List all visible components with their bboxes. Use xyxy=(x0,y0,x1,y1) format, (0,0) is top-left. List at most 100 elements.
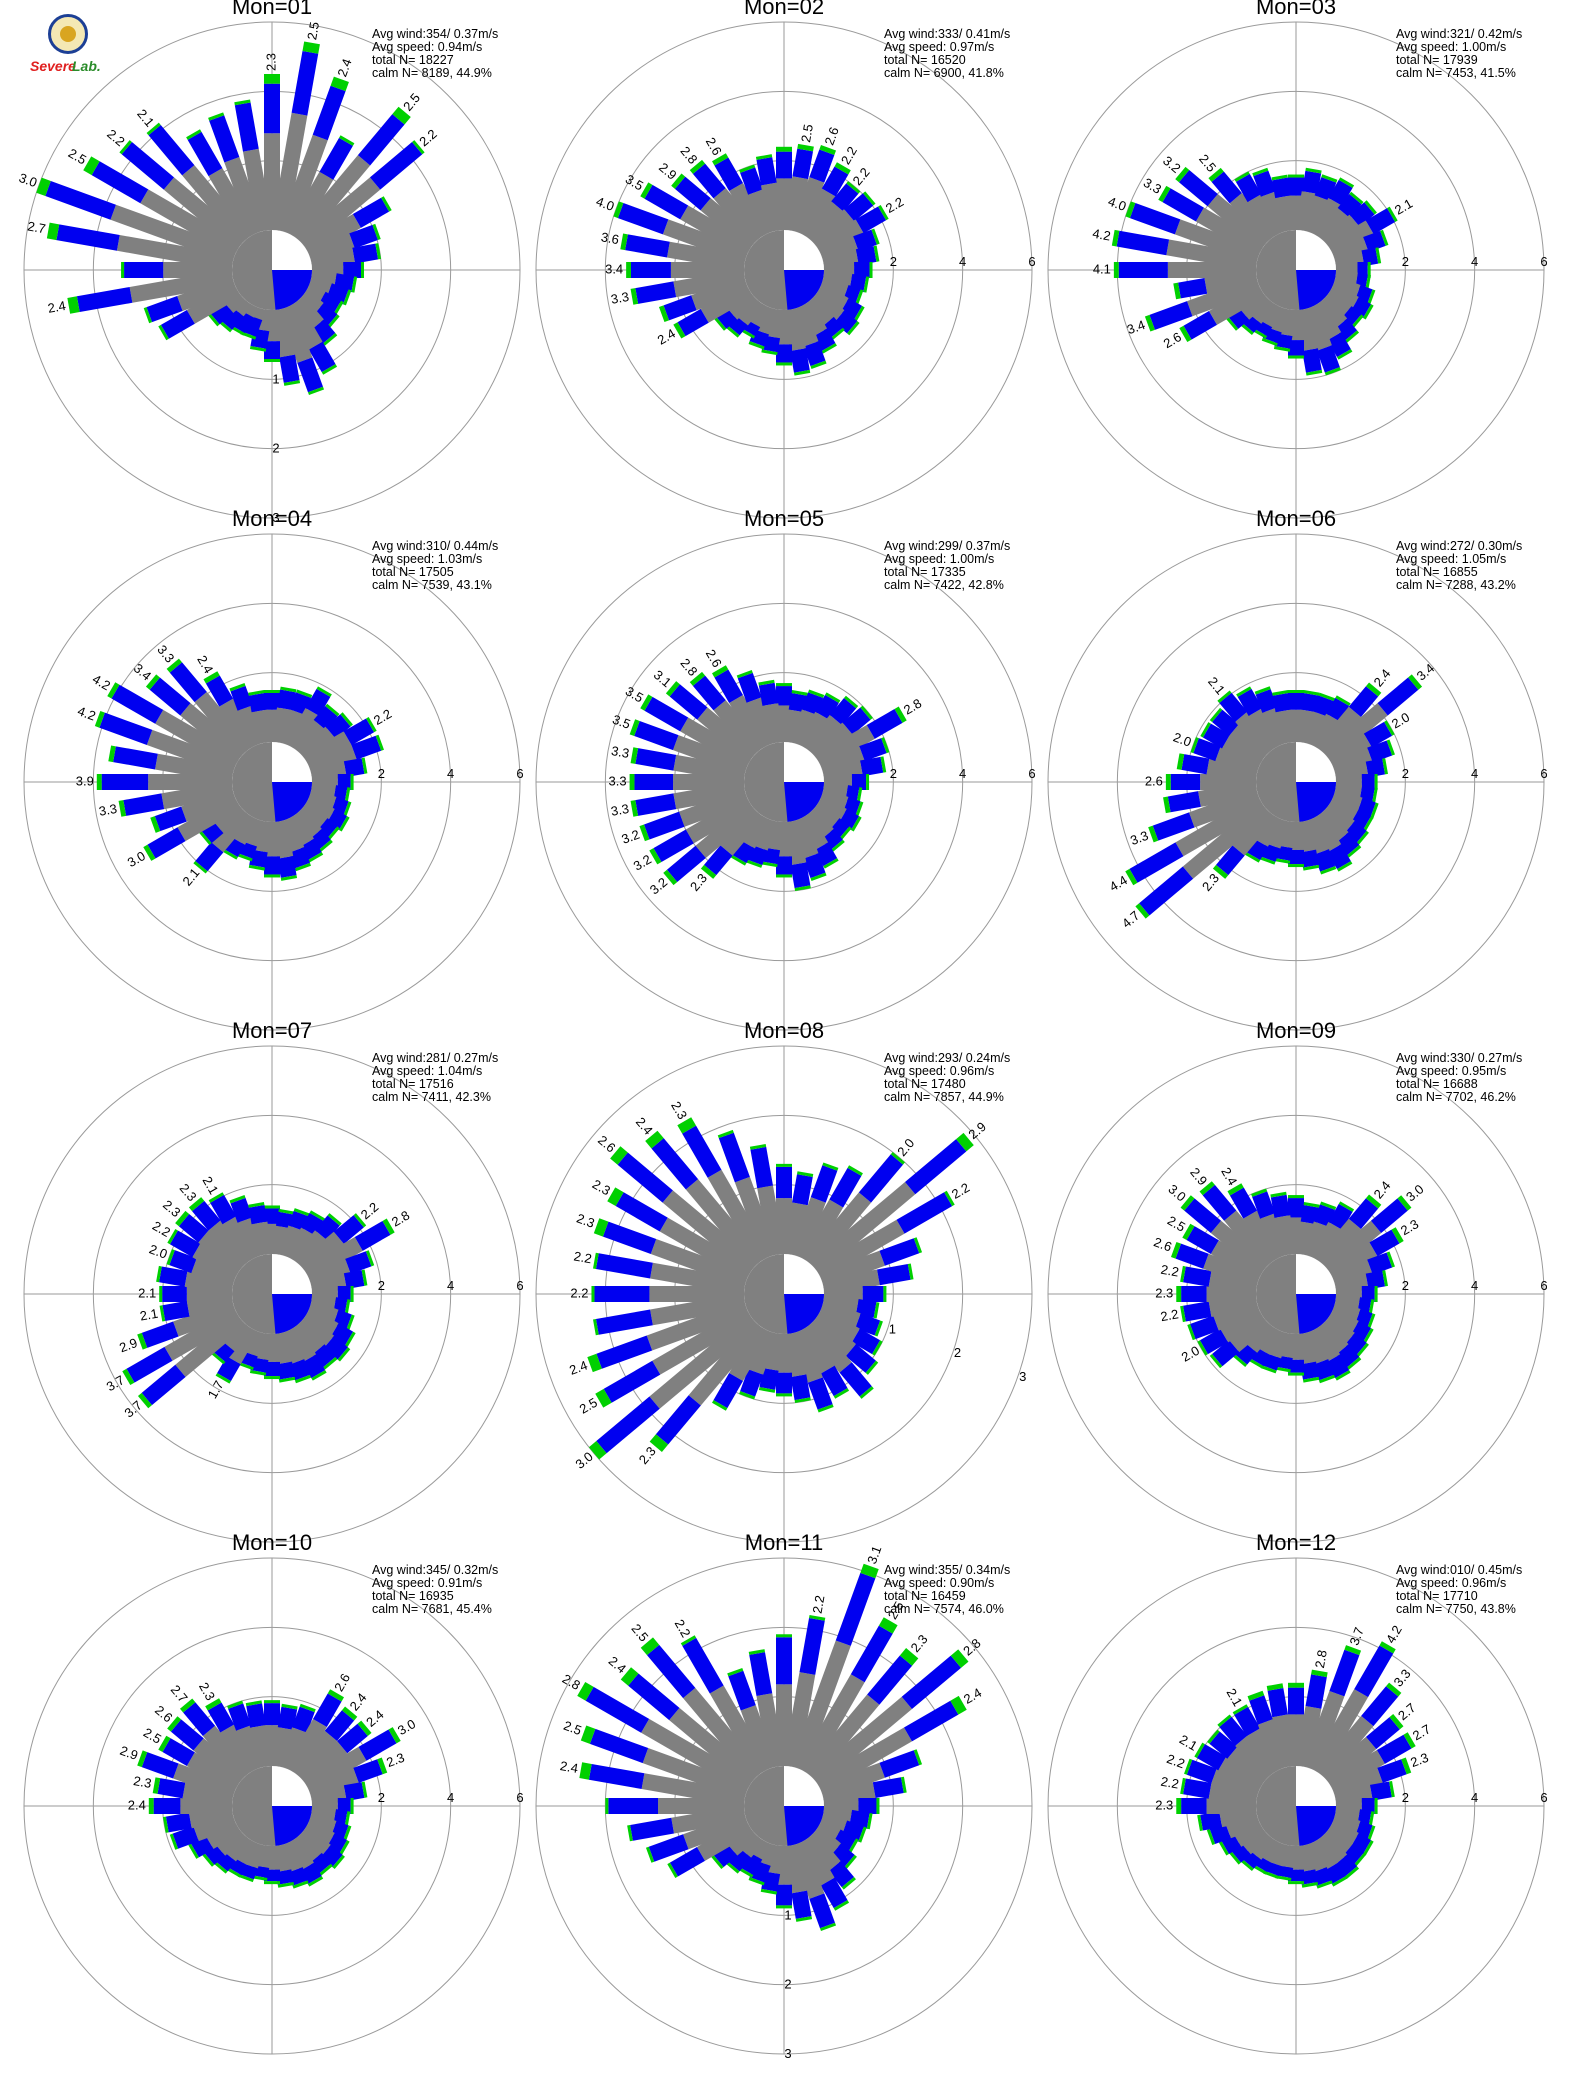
bar-segment-low xyxy=(1208,1270,1258,1295)
bar-segment-high xyxy=(1187,1324,1196,1341)
wind-bar xyxy=(1180,1195,1271,1275)
calm-disk-gap xyxy=(272,742,312,782)
bar-segment-high xyxy=(96,774,102,790)
bar-segment-low xyxy=(790,1640,851,1772)
bar-segment-high xyxy=(593,1252,599,1269)
bar-segment-low xyxy=(278,1225,304,1260)
bar-segment-mid xyxy=(113,746,158,770)
bar-segment-high xyxy=(211,1351,226,1365)
bar-segment-high xyxy=(1182,1223,1195,1241)
bar-segment-low xyxy=(285,1718,327,1776)
bar-segment-mid xyxy=(1302,348,1322,373)
bar-value-label: 2.7 xyxy=(1395,1700,1418,1723)
calm-disk-wedge xyxy=(272,1806,312,1846)
bar-segment-high xyxy=(193,860,208,874)
rose-stat-line: Avg wind:355/ 0.34m/s xyxy=(884,1563,1010,1577)
bar-segment-mid xyxy=(169,1250,197,1274)
bar-segment-high xyxy=(1363,1840,1374,1856)
bar-value-label: 2.8 xyxy=(677,655,700,678)
bar-segment-low xyxy=(226,1324,259,1365)
bar-segment-low xyxy=(1326,1307,1359,1335)
bar-segment-mid xyxy=(1349,202,1375,227)
bar-segment-low xyxy=(803,1319,852,1373)
bar-segment-high xyxy=(1217,1714,1232,1728)
bar-value-label: 2.2 xyxy=(371,706,394,728)
bar-value-label: 2.4 xyxy=(1371,666,1394,689)
bar-segment-mid xyxy=(776,856,792,875)
bar-segment-high xyxy=(1251,328,1268,339)
wind-bar xyxy=(783,1615,826,1768)
bar-segment-high xyxy=(345,1331,356,1347)
bar-segment-mid xyxy=(792,1174,813,1206)
bar-segment-mid xyxy=(1237,688,1263,716)
bar-segment-low xyxy=(278,709,305,748)
bar-segment-mid xyxy=(839,1362,872,1397)
bar-value-label: 3.7 xyxy=(104,1372,127,1394)
wind-bar xyxy=(167,1228,242,1281)
bar-segment-high xyxy=(344,1299,351,1316)
bar-segment-high xyxy=(152,1777,161,1794)
ring-label: 6 xyxy=(1028,254,1035,269)
bar-value-label: 2.2 xyxy=(104,126,127,149)
rose-stat-line: calm N= 7857, 44.9% xyxy=(884,1090,1004,1104)
bar-segment-high xyxy=(167,1228,178,1245)
bar-segment-mid xyxy=(141,1752,179,1779)
rose-stat-line: Avg speed: 1.00m/s xyxy=(884,552,994,566)
bar-segment-mid xyxy=(1270,1194,1291,1218)
bar-segment-low xyxy=(680,717,754,769)
ring-label: 6 xyxy=(1540,766,1547,781)
bar-segment-high xyxy=(739,328,756,339)
bar-segment-mid xyxy=(1183,1266,1212,1287)
bar-segment-low xyxy=(1258,1836,1283,1864)
wind-rose-1: Mon=01 2.3 2.5 2.4 2.5 2.2 2.4 2.7 3.0 2.5 2.2 2.1 1… xyxy=(17,0,521,525)
bar-segment-high xyxy=(1397,1195,1412,1211)
bar-segment-high xyxy=(283,380,301,386)
wind-bar xyxy=(748,1649,785,1768)
bar-segment-high xyxy=(760,1888,778,1895)
wind-bar xyxy=(645,1130,765,1269)
wind-bar xyxy=(814,795,862,832)
bar-segment-mid xyxy=(1183,311,1217,340)
bar-segment-mid xyxy=(1272,177,1291,199)
rose-stat-line: Avg speed: 0.97m/s xyxy=(884,40,994,54)
bar-segment-low xyxy=(1207,193,1271,251)
bar-segment-low xyxy=(783,1672,816,1768)
bar-segment-high xyxy=(791,690,808,696)
bar-segment-mid xyxy=(228,1703,252,1731)
bar-segment-low xyxy=(251,709,273,744)
bar-segment-mid xyxy=(159,1266,188,1287)
wind-bar xyxy=(1194,1742,1266,1793)
bar-segment-mid xyxy=(1267,1688,1288,1718)
bar-segment-mid xyxy=(1219,692,1248,722)
bar-value-label: 3.5 xyxy=(623,683,646,705)
bar-value-label: 3.0 xyxy=(1403,1181,1426,1204)
bar-segment-high xyxy=(357,1720,372,1737)
bar-segment-mid xyxy=(644,184,689,220)
bar-segment-high xyxy=(607,1187,624,1207)
wind-bar xyxy=(671,173,759,251)
bar-segment-mid xyxy=(1365,758,1386,778)
bar-segment-low xyxy=(748,1328,778,1375)
wind-bar xyxy=(797,1617,898,1776)
bar-segment-low xyxy=(1321,1825,1354,1856)
bar-segment-mid xyxy=(1376,1734,1412,1764)
bar-segment-mid xyxy=(1202,723,1230,749)
bar-segment-high xyxy=(296,689,313,698)
bar-segment-high xyxy=(713,316,727,331)
bar-segment-high xyxy=(1320,866,1337,875)
ring-label: 4 xyxy=(1471,254,1478,269)
bar-segment-low xyxy=(251,1221,273,1256)
bar-segment-high xyxy=(1353,1852,1367,1867)
bar-segment-mid xyxy=(834,310,858,334)
bar-segment-high xyxy=(1175,166,1190,183)
bar-segment-low xyxy=(184,1270,234,1295)
bar-segment-mid xyxy=(858,1154,904,1203)
bar-segment-low xyxy=(1315,706,1361,757)
wind-bar xyxy=(1135,801,1271,919)
bar-segment-high xyxy=(248,1202,265,1208)
bar-value-label: 2.1 xyxy=(179,865,202,888)
bar-value-label: 2.0 xyxy=(1389,709,1412,731)
bar-segment-high xyxy=(680,1635,697,1646)
bar-segment-high xyxy=(1367,262,1371,278)
bar-segment-mid xyxy=(1249,1695,1273,1725)
